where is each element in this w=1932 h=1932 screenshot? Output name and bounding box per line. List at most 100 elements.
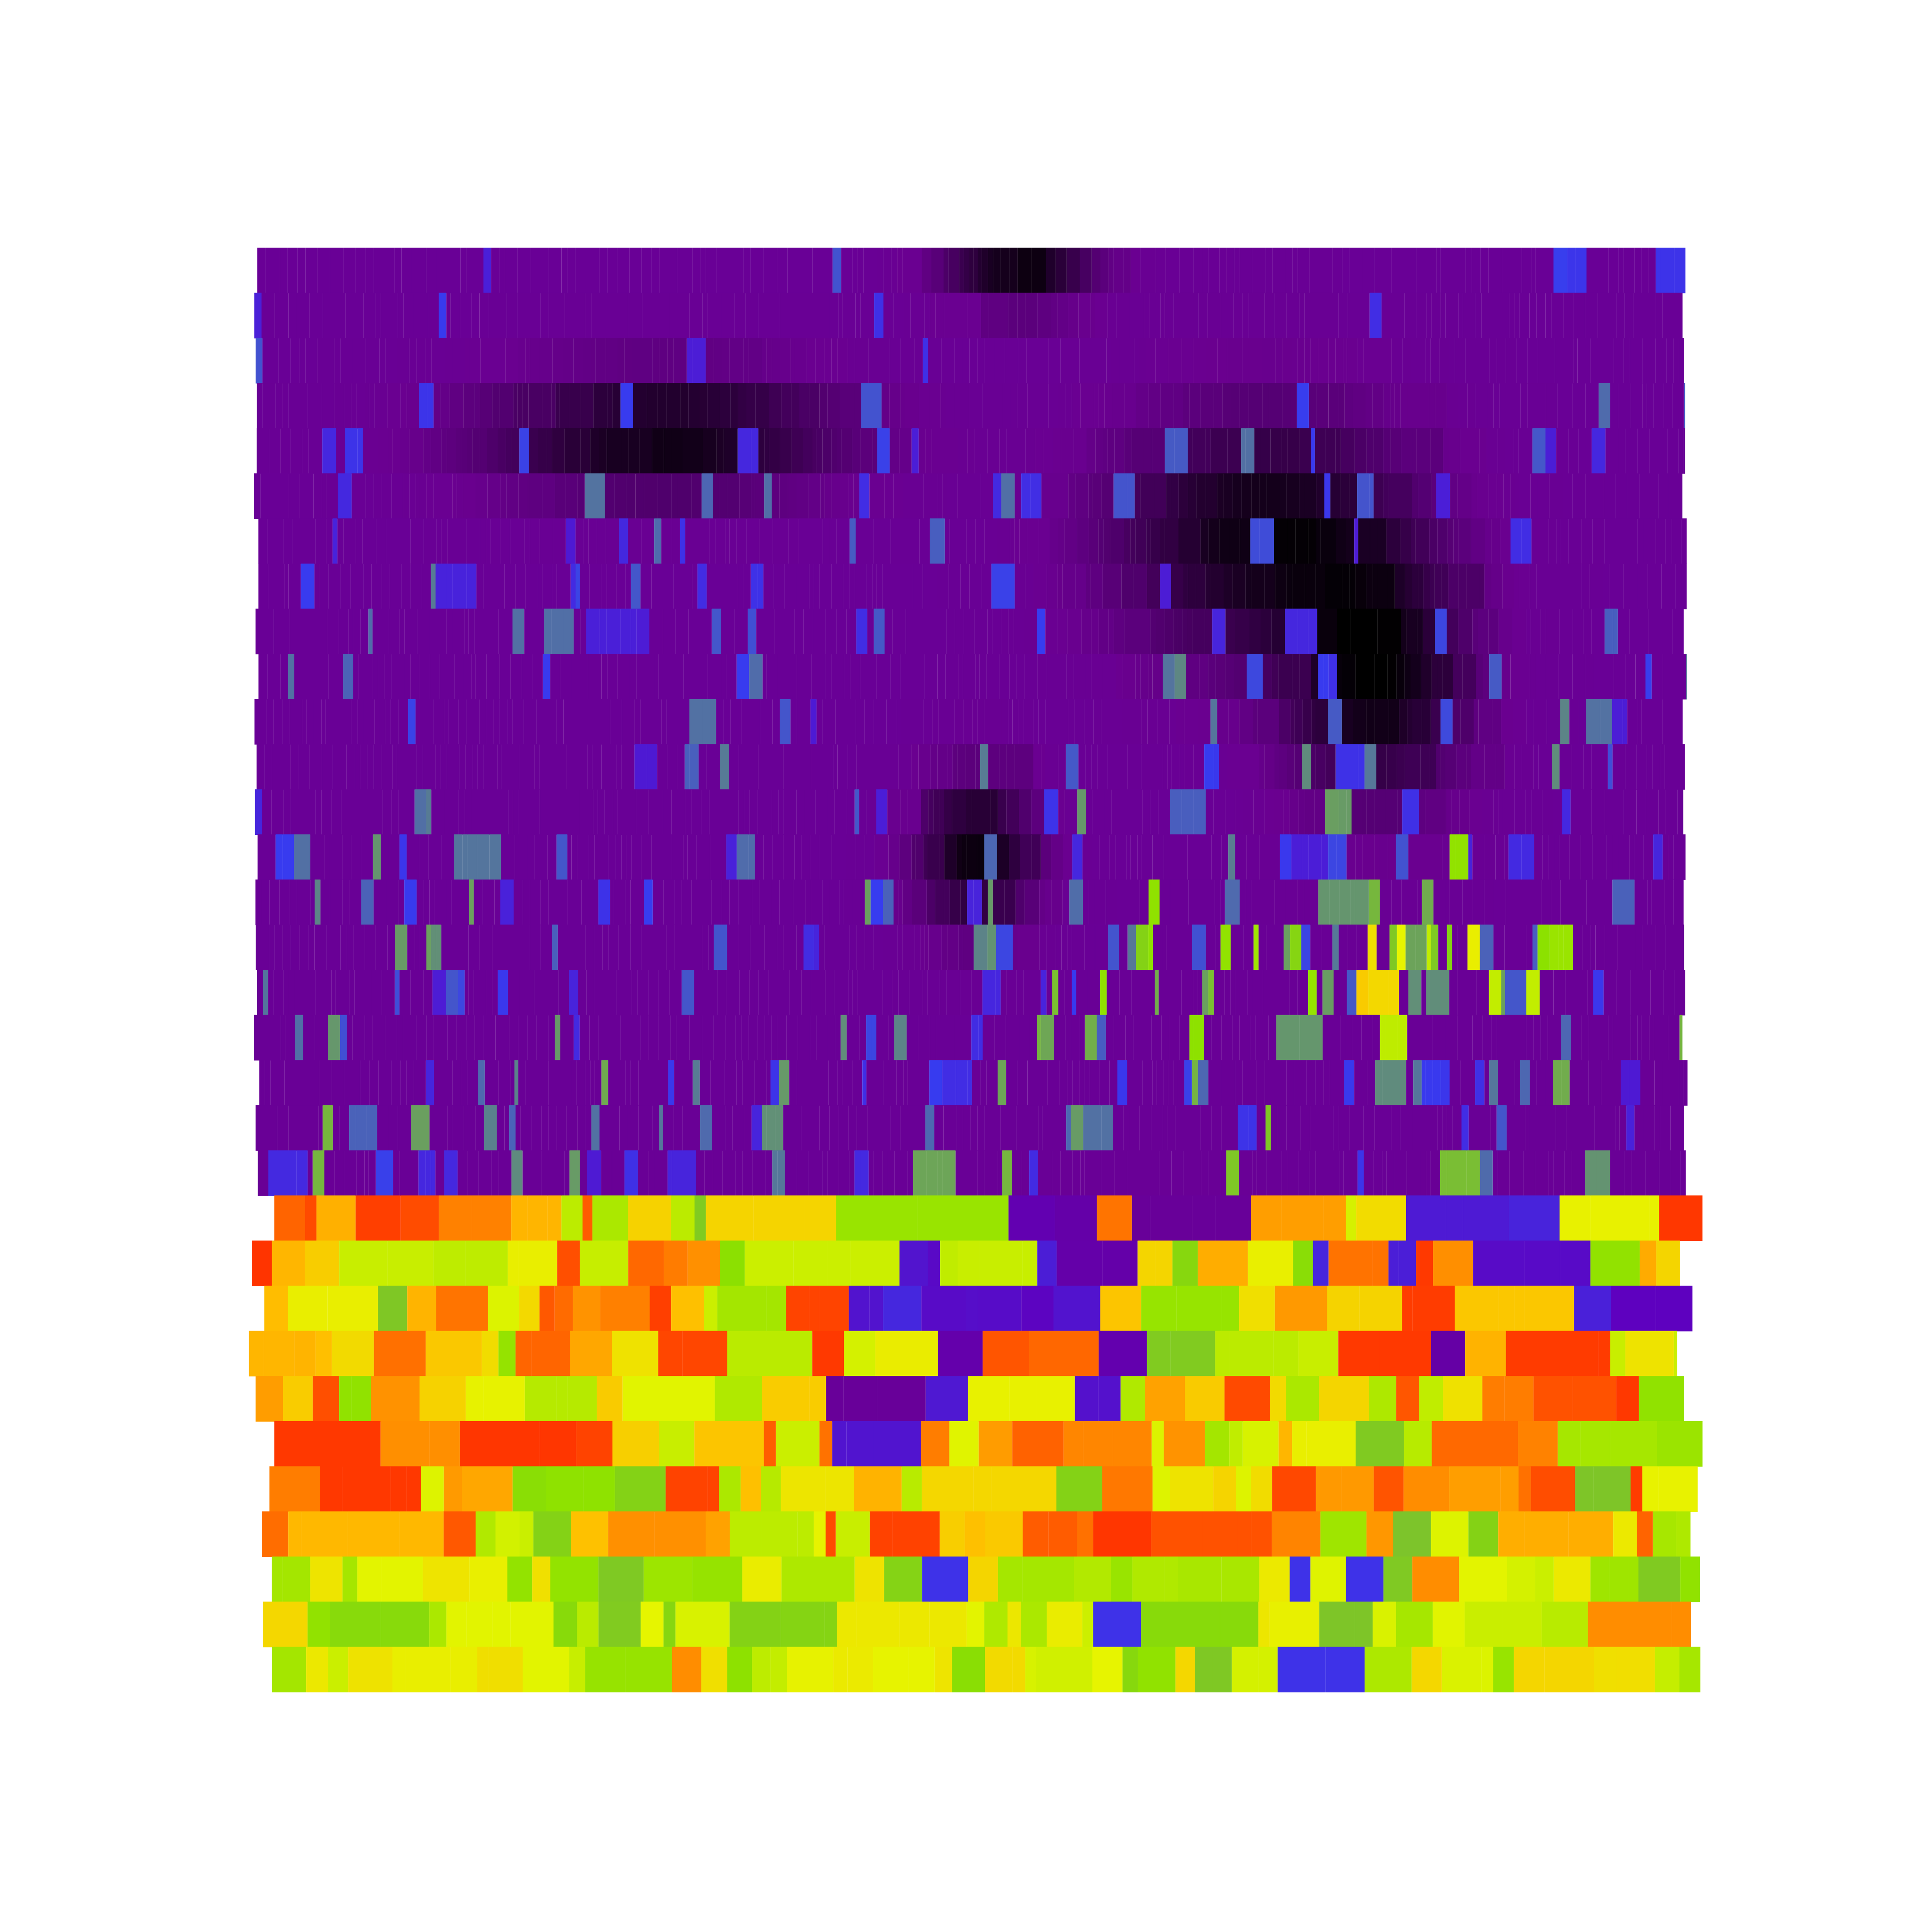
strip bbox=[991, 1466, 1024, 1512]
strip bbox=[1455, 1285, 1499, 1332]
strip bbox=[1583, 744, 1592, 790]
strip bbox=[1670, 1105, 1678, 1151]
strip bbox=[783, 834, 795, 880]
strip bbox=[296, 292, 310, 339]
strip bbox=[751, 473, 755, 519]
strip bbox=[1348, 744, 1358, 790]
strip bbox=[1524, 1511, 1569, 1557]
strip bbox=[803, 608, 813, 655]
strip bbox=[1624, 879, 1635, 925]
strip bbox=[1608, 1015, 1613, 1061]
strip bbox=[789, 970, 802, 1016]
strip bbox=[754, 1060, 767, 1106]
strip bbox=[1544, 1647, 1594, 1692]
strip bbox=[397, 338, 404, 384]
strip bbox=[1222, 1285, 1239, 1332]
strip bbox=[1489, 338, 1497, 384]
strip bbox=[1361, 1015, 1373, 1061]
strip bbox=[840, 383, 854, 429]
strip bbox=[699, 744, 707, 790]
strip bbox=[640, 699, 648, 745]
strip bbox=[446, 970, 458, 1016]
strip bbox=[1316, 473, 1324, 519]
strip bbox=[1672, 518, 1682, 564]
strip bbox=[1665, 789, 1678, 835]
strip bbox=[1420, 1150, 1426, 1196]
strip bbox=[993, 473, 1001, 519]
strip bbox=[1008, 608, 1014, 655]
strip bbox=[308, 383, 322, 429]
strip bbox=[492, 383, 500, 429]
strip bbox=[1280, 834, 1291, 880]
strip bbox=[957, 744, 966, 790]
strip bbox=[1039, 924, 1047, 970]
strip bbox=[1492, 1150, 1498, 1196]
strip bbox=[1264, 563, 1275, 609]
strip bbox=[987, 608, 992, 655]
strip bbox=[1223, 473, 1233, 519]
strip bbox=[1058, 292, 1068, 339]
strip bbox=[383, 789, 392, 835]
strip bbox=[1675, 1060, 1679, 1106]
strip bbox=[938, 1331, 983, 1377]
strip bbox=[1468, 428, 1480, 474]
strip bbox=[343, 248, 356, 293]
strip bbox=[1630, 338, 1643, 384]
strip bbox=[262, 879, 270, 925]
strip bbox=[1113, 473, 1127, 519]
strip bbox=[1018, 428, 1026, 474]
strip bbox=[768, 970, 779, 1016]
strip bbox=[741, 1015, 749, 1061]
strip bbox=[1420, 744, 1430, 790]
strip bbox=[1579, 699, 1586, 745]
strip bbox=[398, 292, 404, 339]
strip bbox=[987, 428, 1000, 474]
strip bbox=[736, 654, 749, 700]
strip bbox=[337, 518, 344, 564]
strip bbox=[1094, 383, 1099, 429]
strip bbox=[1252, 248, 1266, 293]
strip bbox=[1591, 699, 1600, 745]
strip bbox=[746, 744, 758, 790]
strip bbox=[1248, 1241, 1293, 1286]
strip bbox=[1404, 654, 1411, 700]
strip bbox=[1616, 1647, 1655, 1692]
strip bbox=[1569, 1060, 1582, 1106]
strip bbox=[1294, 699, 1303, 745]
strip bbox=[590, 699, 602, 745]
strip bbox=[1432, 1015, 1445, 1061]
strip bbox=[1571, 1105, 1582, 1151]
strip bbox=[967, 879, 974, 925]
strip bbox=[874, 744, 883, 790]
strip bbox=[559, 292, 565, 339]
strip bbox=[1507, 1556, 1535, 1602]
strip bbox=[1438, 924, 1447, 970]
strip bbox=[509, 1105, 516, 1151]
strip bbox=[439, 1195, 472, 1241]
strip bbox=[1425, 338, 1431, 384]
strip bbox=[1286, 292, 1299, 339]
strip bbox=[1610, 383, 1618, 429]
strip bbox=[682, 563, 692, 609]
strip bbox=[1391, 608, 1401, 655]
strip bbox=[819, 1285, 849, 1332]
strip bbox=[619, 518, 628, 564]
strip bbox=[520, 970, 524, 1016]
strip bbox=[1634, 1105, 1644, 1151]
strip bbox=[1496, 744, 1505, 790]
strip bbox=[1316, 1466, 1342, 1512]
strip bbox=[588, 654, 602, 700]
strip bbox=[988, 248, 993, 293]
strip bbox=[1153, 744, 1163, 790]
strip bbox=[1183, 383, 1190, 429]
strip bbox=[1638, 1556, 1681, 1602]
strip bbox=[917, 1195, 962, 1241]
strip bbox=[923, 563, 937, 609]
strip bbox=[1325, 292, 1339, 339]
strip bbox=[1656, 924, 1666, 970]
strip bbox=[342, 834, 351, 880]
strip bbox=[1001, 699, 1008, 745]
strip bbox=[388, 834, 400, 880]
strip bbox=[1541, 1015, 1548, 1061]
strip bbox=[373, 654, 378, 700]
